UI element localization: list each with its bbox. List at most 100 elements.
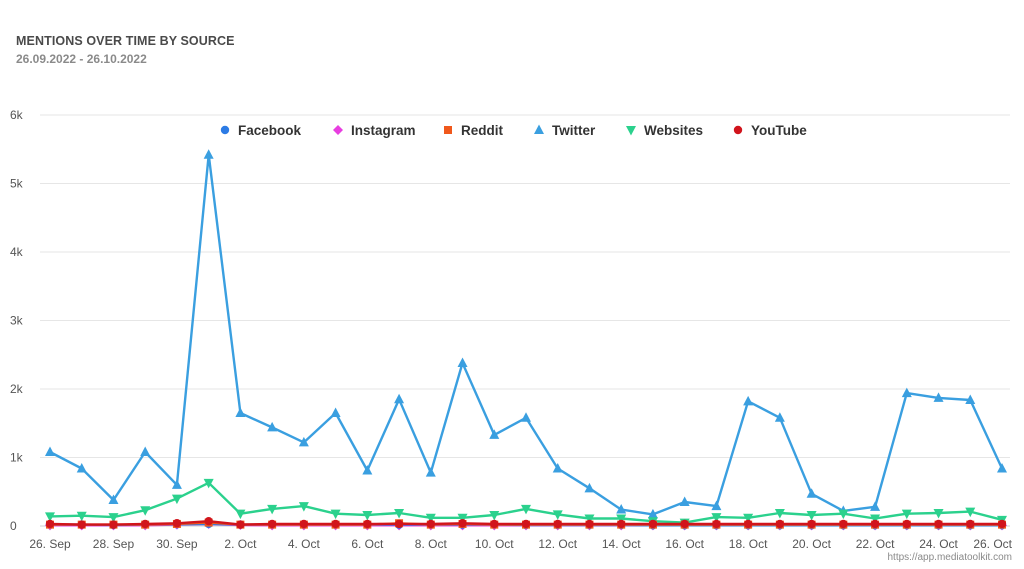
data-point[interactable] — [743, 519, 753, 529]
data-point[interactable] — [617, 519, 626, 529]
data-point[interactable] — [839, 519, 848, 529]
data-point[interactable] — [584, 514, 595, 524]
data-point[interactable] — [902, 519, 911, 529]
data-point[interactable] — [235, 509, 246, 520]
data-point[interactable] — [965, 507, 976, 518]
data-point[interactable] — [934, 519, 943, 529]
data-point[interactable] — [330, 407, 341, 417]
data-point[interactable] — [140, 506, 151, 516]
data-point[interactable] — [870, 519, 880, 529]
data-point[interactable] — [298, 502, 309, 512]
data-point[interactable] — [362, 511, 373, 521]
data-point[interactable] — [425, 467, 436, 477]
data-point[interactable] — [363, 519, 372, 529]
data-point[interactable] — [394, 519, 404, 529]
data-point[interactable] — [616, 504, 627, 514]
data-point[interactable] — [489, 511, 500, 521]
data-point[interactable] — [997, 462, 1007, 473]
data-point[interactable] — [394, 508, 405, 519]
data-point[interactable] — [141, 519, 150, 529]
legend-marker[interactable] — [626, 126, 636, 136]
data-point[interactable] — [647, 508, 658, 519]
data-point[interactable] — [77, 520, 86, 529]
data-point[interactable] — [267, 504, 278, 515]
data-point[interactable] — [203, 478, 214, 489]
source-url[interactable]: https://app.mediatoolkit.com — [887, 552, 1012, 563]
data-point[interactable] — [711, 500, 722, 511]
data-point[interactable] — [616, 514, 627, 524]
data-point[interactable] — [838, 509, 849, 520]
legend-marker[interactable] — [333, 125, 343, 135]
legend-item-youtube[interactable]: YouTube — [733, 123, 807, 138]
data-point[interactable] — [267, 519, 277, 529]
data-point[interactable] — [235, 407, 246, 417]
data-point[interactable] — [966, 519, 975, 529]
legend-marker[interactable] — [733, 125, 743, 135]
data-point[interactable] — [299, 519, 309, 529]
data-point[interactable] — [965, 394, 976, 404]
legend-marker[interactable] — [220, 125, 230, 135]
data-point[interactable] — [45, 446, 55, 457]
data-point[interactable] — [236, 520, 245, 529]
data-point[interactable] — [680, 519, 689, 529]
data-point[interactable] — [870, 514, 881, 524]
data-point[interactable] — [108, 513, 119, 523]
data-point[interactable] — [521, 504, 531, 515]
data-point[interactable] — [298, 436, 309, 447]
legend-marker[interactable] — [534, 124, 544, 135]
data-point[interactable] — [204, 517, 213, 526]
data-point[interactable] — [425, 513, 436, 524]
data-point[interactable] — [870, 501, 881, 511]
data-point[interactable] — [267, 421, 278, 432]
data-point[interactable] — [712, 519, 721, 529]
data-point[interactable] — [45, 512, 55, 522]
data-point[interactable] — [553, 519, 562, 529]
data-point[interactable] — [679, 496, 690, 507]
data-point[interactable] — [457, 357, 468, 367]
data-point[interactable] — [489, 429, 500, 439]
data-point[interactable] — [109, 520, 118, 529]
data-point[interactable] — [171, 479, 182, 489]
data-point[interactable] — [330, 509, 341, 520]
data-point[interactable] — [806, 488, 817, 498]
data-point[interactable] — [997, 519, 1007, 529]
data-point[interactable] — [394, 393, 405, 404]
data-point[interactable] — [585, 519, 594, 529]
data-point[interactable] — [933, 392, 944, 402]
data-point[interactable] — [552, 510, 563, 520]
data-point[interactable] — [76, 462, 87, 473]
data-point[interactable] — [490, 519, 499, 529]
data-point[interactable] — [140, 446, 151, 457]
data-point[interactable] — [362, 465, 373, 475]
data-point[interactable] — [172, 519, 182, 528]
legend-marker[interactable] — [444, 126, 452, 134]
data-point[interactable] — [743, 395, 754, 406]
data-point[interactable] — [933, 508, 944, 519]
data-point[interactable] — [807, 519, 816, 529]
data-point[interactable] — [331, 519, 340, 529]
data-point[interactable] — [901, 509, 912, 520]
data-point[interactable] — [457, 513, 468, 524]
data-point[interactable] — [648, 519, 658, 529]
data-point[interactable] — [203, 149, 214, 159]
legend-item-twitter[interactable]: Twitter — [534, 123, 596, 138]
data-point[interactable] — [458, 519, 467, 528]
data-point[interactable] — [45, 519, 55, 529]
data-point[interactable] — [521, 519, 531, 529]
legend-item-reddit[interactable]: Reddit — [444, 123, 504, 138]
data-point[interactable] — [774, 508, 785, 519]
data-point[interactable] — [774, 412, 785, 422]
data-point[interactable] — [552, 462, 563, 473]
data-point[interactable] — [76, 511, 87, 522]
data-point[interactable] — [743, 513, 754, 524]
data-point[interactable] — [426, 519, 435, 529]
legend-item-facebook[interactable]: Facebook — [220, 123, 302, 138]
data-point[interactable] — [711, 513, 722, 523]
data-point[interactable] — [806, 511, 817, 521]
data-point[interactable] — [108, 494, 119, 504]
data-point[interactable] — [901, 387, 912, 398]
legend-item-websites[interactable]: Websites — [626, 123, 703, 138]
data-point[interactable] — [171, 494, 182, 505]
data-point[interactable] — [521, 412, 531, 422]
legend-item-instagram[interactable]: Instagram — [333, 123, 416, 138]
